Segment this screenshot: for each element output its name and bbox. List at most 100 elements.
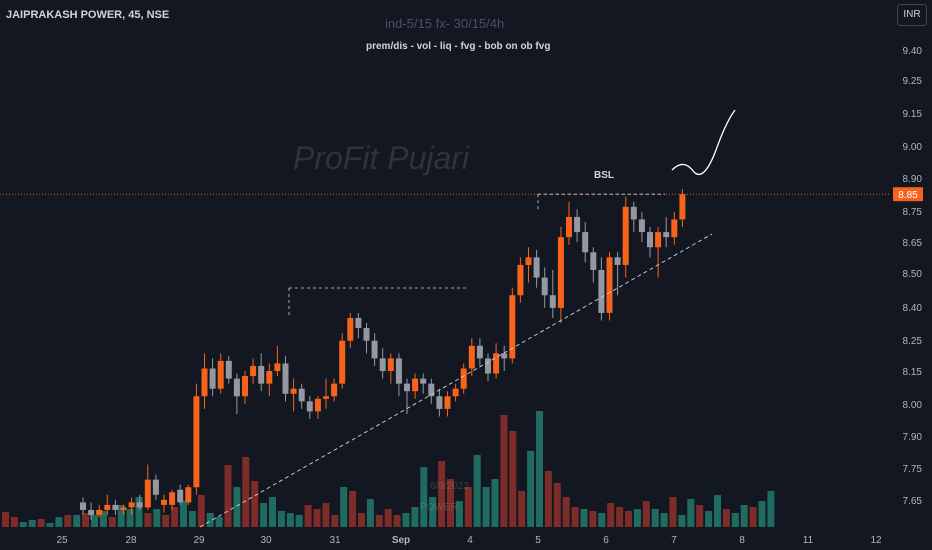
volume-bar	[473, 455, 481, 527]
volume-bar	[714, 495, 721, 527]
volume-bar	[73, 515, 81, 527]
projection-curve	[671, 109, 736, 176]
currency-button[interactable]: INR	[897, 4, 927, 26]
volume-bar	[509, 431, 517, 527]
time-tick-label: 28	[125, 535, 137, 546]
volume-bar	[126, 509, 134, 527]
candle-body	[387, 358, 394, 372]
candle-body	[347, 317, 354, 341]
candle-body	[363, 328, 370, 341]
volume-bar	[366, 499, 374, 527]
candle-body	[217, 360, 224, 389]
volume-bar	[393, 515, 401, 527]
volume-bar	[696, 505, 704, 527]
candle-body	[298, 388, 305, 402]
price-tick-label: 8.15	[903, 367, 923, 378]
last-price-label: 8.85	[898, 190, 918, 201]
candle-body	[533, 257, 540, 278]
volume-bar	[598, 513, 606, 527]
candle-body	[671, 219, 678, 238]
volume-bar	[420, 467, 428, 527]
price-tick-label: 8.90	[903, 174, 923, 185]
candle-body	[630, 206, 637, 220]
candle-body	[355, 317, 362, 329]
volume-bar	[616, 507, 624, 527]
candle-body	[306, 401, 313, 412]
volume-bar	[117, 505, 125, 527]
price-tick-label: 9.00	[903, 142, 923, 153]
candle-body	[201, 368, 208, 397]
candle-body	[574, 216, 581, 233]
candle-body	[436, 396, 443, 409]
price-tick-label: 8.75	[903, 207, 923, 218]
volume-bar	[553, 483, 561, 527]
volume-bar	[55, 517, 63, 527]
volume-bar	[91, 515, 98, 527]
volume-bar	[349, 491, 357, 527]
candle-body	[379, 358, 386, 372]
volume-bar	[197, 495, 205, 527]
candle-body	[193, 396, 200, 488]
candle-body	[679, 194, 686, 220]
price-tick-label: 9.25	[903, 76, 923, 87]
volume-bar	[313, 509, 321, 527]
candle-body	[128, 502, 135, 508]
candle-body	[331, 383, 338, 397]
volume-bar	[589, 511, 597, 527]
candle-body	[590, 252, 597, 270]
candle-body	[395, 358, 402, 384]
candle-body	[493, 353, 500, 374]
candle-body	[655, 232, 662, 248]
volume-bar	[224, 465, 232, 527]
volume-bar	[536, 411, 543, 527]
candle-body	[177, 489, 184, 503]
candle-body	[274, 363, 281, 372]
price-tick-label: 7.75	[903, 464, 923, 475]
candle-body	[233, 378, 240, 397]
volume-bar	[46, 523, 54, 527]
volume-bar	[438, 461, 446, 527]
candle-body	[606, 257, 613, 313]
candle-body	[468, 345, 475, 369]
volume-bar	[544, 471, 552, 527]
candle-body	[314, 398, 321, 412]
time-tick-label: 8	[739, 535, 745, 546]
volume-bar	[429, 497, 437, 527]
volume-bar	[447, 479, 454, 527]
candle-body	[549, 295, 556, 308]
candle-body	[290, 388, 297, 394]
volume-bar	[206, 513, 214, 527]
candle-body	[258, 365, 265, 384]
trendline	[199, 233, 713, 528]
bsl-label: BSL	[594, 170, 614, 181]
indicator-legend[interactable]: prem/dis - vol - liq - fvg - bob on ob f…	[366, 41, 551, 52]
volume-bar	[108, 517, 116, 527]
time-tick-label: 30	[260, 535, 272, 546]
candle-body	[622, 206, 629, 265]
volume-bar	[669, 497, 677, 527]
time-axis: 25 28 29 30 31 Sep 4 5 6 7 8 11 12	[56, 535, 882, 546]
indicator-settings[interactable]: ind-5/15 fx- 30/15/4h	[385, 16, 505, 31]
volume-bar	[580, 509, 588, 527]
volume-bar	[2, 512, 9, 527]
volume-bar	[19, 522, 27, 527]
volume-bar	[135, 497, 143, 527]
volume-bar	[233, 487, 241, 527]
volume-bar	[678, 515, 686, 527]
last-price-tag	[893, 187, 923, 202]
volume-bar	[500, 415, 508, 527]
candle-body	[501, 353, 508, 359]
time-tick-label: Sep	[392, 535, 410, 546]
candle-body	[152, 479, 159, 495]
volume-bar	[527, 451, 535, 527]
candle-body	[663, 232, 670, 238]
watermark-text: ProFit Pujari	[293, 140, 470, 176]
volume-bar	[651, 509, 659, 527]
candle-body	[169, 492, 176, 505]
candle-body	[541, 277, 548, 296]
candle-body	[517, 264, 524, 296]
candle-body	[161, 499, 167, 505]
candle-body	[282, 363, 289, 394]
candle-body	[460, 368, 467, 389]
